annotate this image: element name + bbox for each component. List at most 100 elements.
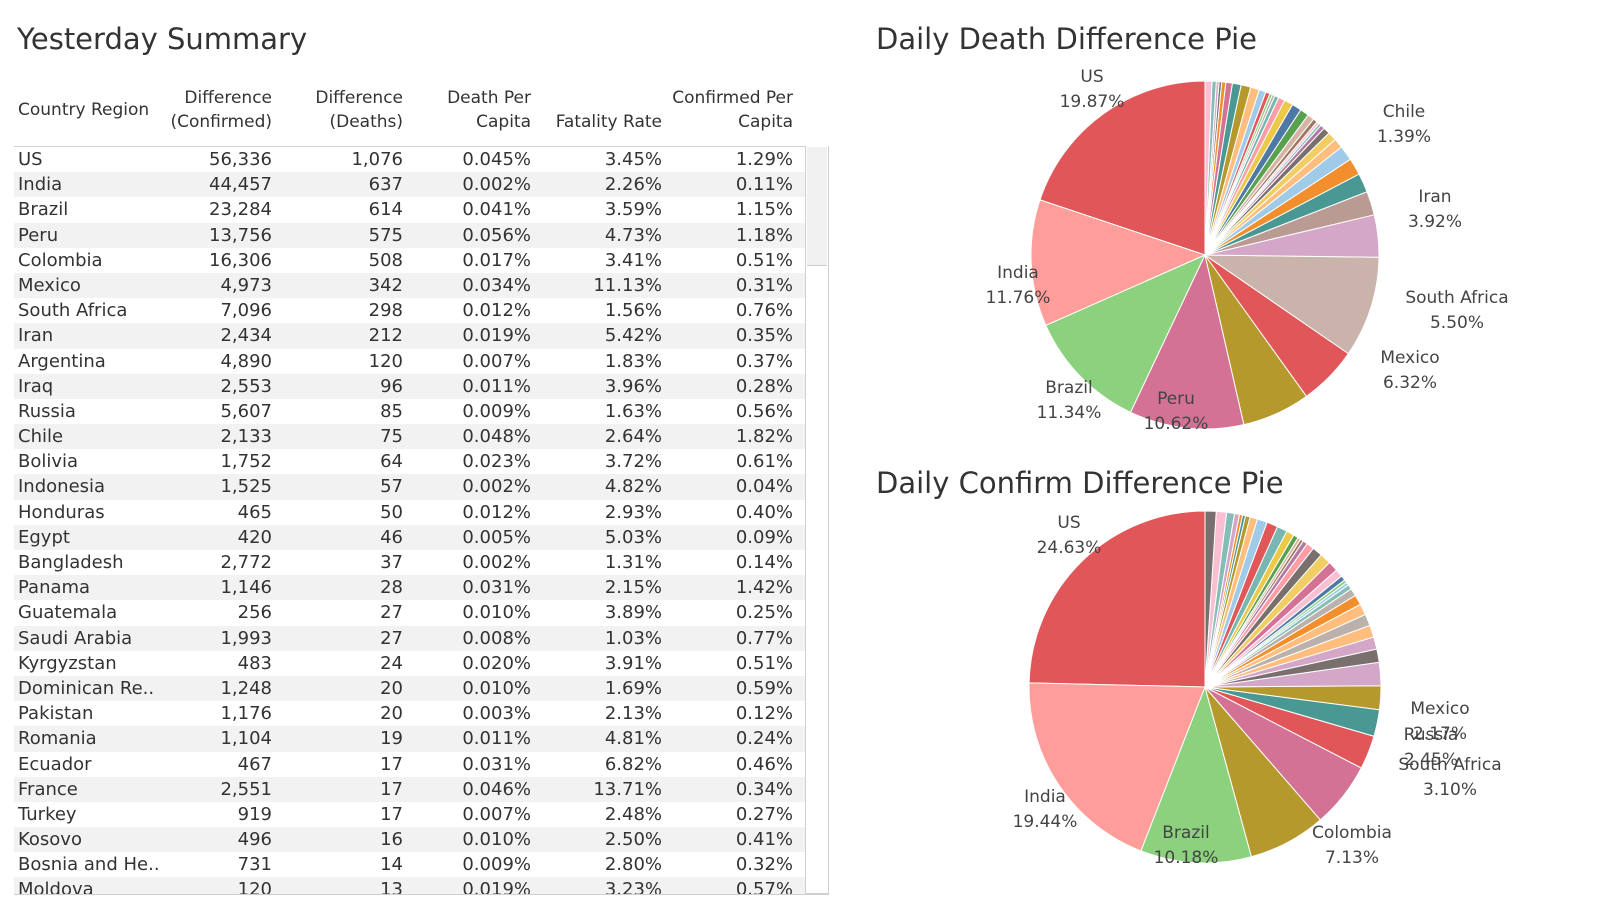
value-cell: 1.69% [604, 677, 662, 699]
slice-label-percent: 2.45% [1404, 750, 1458, 770]
table-row[interactable]: Kosovo 496 16 0.010% 2.50% 0.41% [14, 827, 812, 853]
value-cell: 2,133 [220, 426, 272, 448]
value-cell: 5,607 [220, 400, 272, 422]
table-row[interactable]: India 44,457 637 0.002% 2.26% 0.11% [14, 172, 812, 198]
country-cell: US [18, 149, 43, 170]
column-header[interactable]: Country Region [18, 98, 149, 122]
table-row[interactable]: US 56,336 1,076 0.045% 3.45% 1.29% [14, 147, 812, 172]
pie-slice-other[interactable] [1204, 510, 1217, 688]
value-cell: 0.012% [462, 300, 531, 322]
slice-label-name: Iran [1418, 187, 1451, 207]
table-row[interactable]: Russia 5,607 85 0.009% 1.63% 0.56% [14, 399, 812, 424]
slice-label-name: India [1024, 787, 1066, 807]
slice-label-percent: 19.87% [1060, 92, 1125, 112]
column-header[interactable]: Confirmed Per Capita [664, 86, 793, 134]
value-cell: 1,104 [220, 728, 272, 750]
value-cell: 2.80% [604, 854, 662, 876]
value-cell: 13.71% [593, 778, 662, 800]
country-cell: Mexico [18, 274, 81, 296]
value-cell: 75 [380, 426, 403, 448]
value-cell: 13 [380, 879, 403, 895]
value-cell: 0.31% [735, 274, 793, 296]
value-cell: 0.14% [735, 552, 793, 573]
country-cell: Turkey [18, 803, 77, 825]
pie-slice-colombia[interactable] [1203, 254, 1380, 355]
value-cell: 0.09% [735, 526, 793, 548]
table-row[interactable]: Bosnia and He.. 731 14 0.009% 2.80% 0.32% [14, 852, 812, 877]
country-cell: France [18, 778, 78, 800]
column-header[interactable]: Fatality Rate [554, 110, 662, 134]
value-cell: 13,756 [209, 224, 272, 246]
table-row[interactable]: France 2,551 17 0.046% 13.71% 0.34% [14, 776, 812, 802]
slice-label-name: Mexico [1380, 348, 1439, 368]
value-cell: 1,076 [351, 149, 403, 170]
table-row[interactable]: Saudi Arabia 1,993 27 0.008% 1.03% 0.77% [14, 625, 812, 651]
column-header-line: Capita [738, 112, 793, 132]
value-cell: 1.15% [735, 199, 793, 221]
table-row[interactable]: Colombia 16,306 508 0.017% 3.41% 0.51% [14, 248, 812, 273]
slice-label-name: US [1057, 513, 1080, 533]
country-cell: Saudi Arabia [18, 627, 133, 649]
column-header[interactable]: Death Per Capita [434, 86, 531, 134]
scrollbar-thumb[interactable] [807, 147, 827, 266]
value-cell: 0.77% [735, 627, 793, 649]
table-row[interactable]: Ecuador 467 17 0.031% 6.82% 0.46% [14, 752, 812, 777]
country-cell: Egypt [18, 526, 70, 548]
value-cell: 2.64% [604, 426, 662, 448]
country-cell: Honduras [18, 501, 105, 523]
value-cell: 1.56% [604, 300, 662, 322]
column-header[interactable]: Difference (Confirmed) [164, 86, 272, 134]
table-header: Country Region Difference (Confirmed) Diffe… [14, 76, 829, 144]
table-scrollbar[interactable] [805, 146, 829, 894]
table-row[interactable]: South Africa 7,096 298 0.012% 1.56% 0.76% [14, 298, 812, 323]
table-row[interactable]: Chile 2,133 75 0.048% 2.64% 1.82% [14, 424, 812, 450]
table-row[interactable]: Pakistan 1,176 20 0.003% 2.13% 0.12% [14, 701, 812, 726]
table-row[interactable]: Egypt 420 46 0.005% 5.03% 0.09% [14, 524, 812, 550]
table-row[interactable]: Guatemala 256 27 0.010% 3.89% 0.25% [14, 600, 812, 625]
table-row[interactable]: Moldova 120 13 0.019% 3.23% 0.57% [14, 877, 812, 895]
pie-slice-us[interactable] [1028, 510, 1206, 688]
table-row[interactable]: Iran 2,434 212 0.019% 5.42% 0.35% [14, 323, 812, 349]
pie-slice-brazil[interactable] [1140, 685, 1253, 864]
slice-label-name: India [997, 263, 1039, 283]
value-cell: 298 [368, 300, 403, 322]
slice-label-percent: 11.34% [1037, 403, 1102, 423]
table-row[interactable]: Bangladesh 2,772 37 0.002% 1.31% 0.14% [14, 550, 812, 575]
column-header[interactable]: Difference (Deaths) [306, 86, 403, 134]
table-row[interactable]: Panama 1,146 28 0.031% 2.15% 1.42% [14, 575, 812, 601]
country-cell: Kyrgyzstan [18, 652, 117, 674]
table-row[interactable]: Mexico 4,973 342 0.034% 11.13% 0.31% [14, 272, 812, 299]
value-cell: 0.046% [462, 778, 531, 800]
pie-slice-other[interactable] [1204, 80, 1213, 256]
pie-slice-us[interactable] [1039, 80, 1206, 256]
table-row[interactable]: Iraq 2,553 96 0.011% 3.96% 0.28% [14, 373, 812, 399]
table-row[interactable]: Bolivia 1,752 64 0.023% 3.72% 0.61% [14, 449, 812, 474]
pie-slice-brazil[interactable] [1045, 253, 1207, 413]
value-cell: 0.012% [462, 501, 531, 523]
table-row[interactable]: Indonesia 1,525 57 0.002% 4.82% 0.04% [14, 474, 812, 500]
confirm-pie-title: Daily Confirm Difference Pie [876, 466, 1284, 500]
value-cell: 0.37% [735, 350, 793, 372]
pie-slice-india[interactable] [1030, 199, 1207, 327]
table-row[interactable]: Romania 1,104 19 0.011% 4.81% 0.24% [14, 726, 812, 752]
value-cell: 3.41% [604, 249, 662, 271]
country-cell: Colombia [18, 249, 103, 271]
slice-label-percent: 3.10% [1423, 780, 1477, 800]
value-cell: 0.51% [735, 249, 793, 271]
table-row[interactable]: Kyrgyzstan 483 24 0.020% 3.91% 0.51% [14, 651, 812, 676]
value-cell: 3.23% [604, 879, 662, 895]
table-row[interactable]: Dominican Re.. 1,248 20 0.010% 1.69% 0.59% [14, 675, 812, 702]
pie-slice-peru[interactable] [1129, 253, 1245, 430]
table-row[interactable]: Argentina 4,890 120 0.007% 1.83% 0.37% [14, 349, 812, 374]
value-cell: 731 [237, 854, 272, 876]
table-row[interactable]: Honduras 465 50 0.012% 2.93% 0.40% [14, 500, 812, 525]
value-cell: 2.93% [604, 501, 662, 523]
pie-slice-india[interactable] [1028, 682, 1206, 852]
value-cell: 0.023% [462, 451, 531, 473]
slice-label-percent: 5.50% [1430, 313, 1484, 333]
table-row[interactable]: Turkey 919 17 0.007% 2.48% 0.27% [14, 802, 812, 827]
value-cell: 420 [237, 526, 272, 548]
table-row[interactable]: Brazil 23,284 614 0.041% 3.59% 1.15% [14, 197, 812, 222]
table-row[interactable]: Peru 13,756 575 0.056% 4.73% 1.18% [14, 222, 812, 248]
value-cell: 2.50% [604, 829, 662, 851]
